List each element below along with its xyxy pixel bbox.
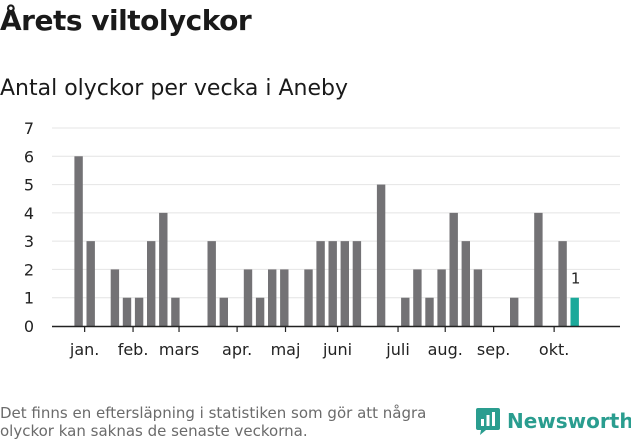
bar[interactable]	[437, 269, 446, 326]
y-tick-label: 4	[24, 204, 34, 223]
bar[interactable]	[171, 297, 180, 326]
bar[interactable]	[449, 212, 458, 326]
bar[interactable]	[328, 241, 337, 326]
bar[interactable]	[122, 297, 132, 326]
x-tick-label: jan.	[69, 340, 99, 359]
bar-current-week[interactable]	[570, 297, 579, 326]
bar[interactable]	[74, 156, 83, 326]
bar[interactable]	[268, 269, 277, 326]
bar[interactable]	[558, 241, 567, 326]
x-tick-label: aug.	[428, 340, 463, 359]
x-tick-label: juli	[385, 340, 409, 359]
bar[interactable]	[534, 212, 543, 326]
x-tick-label: apr.	[222, 340, 252, 359]
chart-title: Årets viltolyckor	[0, 4, 252, 37]
x-tick-label: mars	[159, 340, 199, 359]
footnote: Det finns en eftersläpning i statistiken…	[0, 404, 427, 440]
bar-chart: 0 1 2 3 4 5 6 7 jan. feb. mars apr. maj juni juli aug.…	[24, 119, 620, 359]
x-tick-labels: jan. feb. mars apr. maj juni juli aug. sep. okt.	[69, 326, 569, 359]
x-tick-label: maj	[271, 340, 301, 359]
bar[interactable]	[243, 269, 253, 326]
bar[interactable]	[413, 269, 422, 326]
y-tick-label: 1	[24, 289, 34, 308]
data-label: 1	[571, 270, 581, 288]
y-tick-label: 3	[24, 232, 34, 251]
bar[interactable]	[510, 297, 519, 326]
y-tick-label: 7	[24, 119, 34, 138]
y-tick-label: 0	[24, 317, 34, 336]
bar[interactable]	[352, 241, 362, 326]
y-tick-label: 6	[24, 147, 34, 166]
bars	[74, 156, 579, 326]
bar[interactable]	[159, 212, 168, 326]
x-tick-label: sep.	[477, 340, 510, 359]
y-tick-label: 2	[24, 260, 34, 279]
newsworthy-icon	[476, 408, 500, 435]
bar[interactable]	[340, 241, 349, 326]
bar[interactable]	[376, 184, 386, 326]
bar[interactable]	[461, 241, 470, 326]
brand-name: Newsworthy	[507, 409, 631, 433]
bar[interactable]	[134, 297, 144, 326]
bar[interactable]	[473, 269, 483, 326]
y-tick-label: 5	[24, 176, 34, 195]
bar[interactable]	[207, 241, 216, 326]
chart-subtitle: Antal olyckor per vecka i Aneby	[0, 76, 348, 101]
bar[interactable]	[280, 269, 289, 326]
x-tick-label: okt.	[539, 340, 569, 359]
bar[interactable]	[425, 297, 434, 326]
bar[interactable]	[219, 297, 228, 326]
bar[interactable]	[110, 269, 120, 326]
x-tick-label: feb.	[118, 340, 149, 359]
bar[interactable]	[86, 241, 95, 326]
bar[interactable]	[255, 297, 265, 326]
bar[interactable]	[304, 269, 313, 326]
data-labels: 1	[571, 270, 581, 288]
bar[interactable]	[147, 241, 156, 326]
bar[interactable]	[401, 297, 410, 326]
x-tick-label: juni	[322, 340, 352, 359]
newsworthy-logo[interactable]: Newsworthy	[475, 404, 631, 438]
bar[interactable]	[316, 241, 325, 326]
y-tick-labels: 0 1 2 3 4 5 6 7	[24, 119, 34, 336]
